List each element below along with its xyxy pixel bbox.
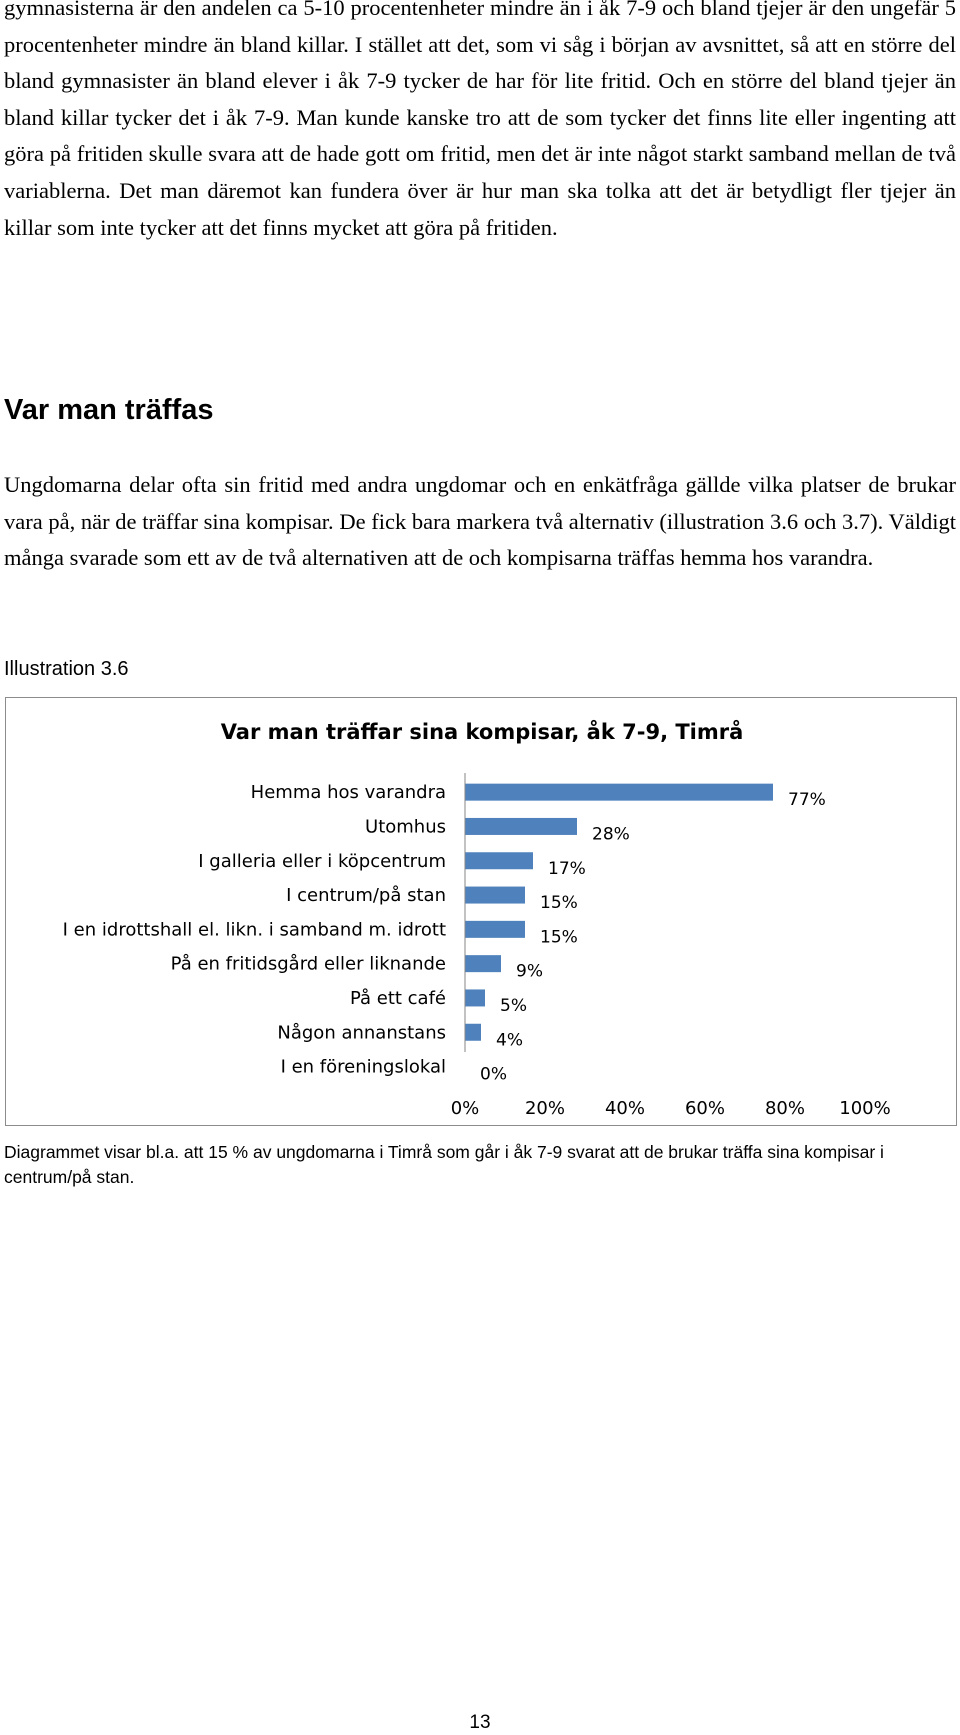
- data-label: 17%: [548, 859, 586, 879]
- x-tick-label: 20%: [525, 1098, 565, 1119]
- chart-caption: Diagrammet visar bl.a. att 15 % av ungdo…: [4, 1142, 884, 1187]
- category-label: Någon annanstans: [277, 1022, 446, 1043]
- data-label: 5%: [500, 996, 527, 1016]
- category-label: Hemma hos varandra: [251, 782, 446, 803]
- data-label: 15%: [540, 893, 578, 913]
- bar: [465, 989, 485, 1007]
- bar-chart: Var man träffar sina kompisar, åk 7-9, T…: [63, 719, 891, 1119]
- illustration-label: Illustration 3.6: [4, 658, 129, 680]
- bar: [465, 1023, 481, 1041]
- bar: [465, 783, 773, 801]
- chart-marks: Hemma hos varandra 77% Utomhus 28% I galleri…: [63, 782, 891, 1119]
- data-label: 28%: [592, 824, 630, 844]
- x-tick-label: 40%: [605, 1098, 645, 1119]
- category-label: På en fritidsgård eller liknande: [171, 954, 446, 975]
- bar: [465, 817, 577, 835]
- category-label: I centrum/på stan: [286, 885, 446, 906]
- section-heading: Var man träffas: [4, 394, 214, 426]
- bar: [465, 886, 525, 904]
- body-paragraph-2: Ungdomarna delar ofta sin fritid med and…: [4, 472, 956, 571]
- page-number: 13: [469, 1712, 491, 1733]
- body-paragraph-1: gymnasisterna är den andelen ca 5-10 pro…: [4, 0, 956, 240]
- x-tick-label: 80%: [765, 1098, 805, 1119]
- bar: [465, 955, 501, 973]
- x-tick-label: 100%: [839, 1098, 890, 1119]
- category-label: I galleria eller i köpcentrum: [198, 851, 446, 872]
- bar: [465, 920, 525, 938]
- data-label: 4%: [496, 1030, 523, 1050]
- bar: [465, 852, 533, 870]
- data-label: 77%: [788, 790, 826, 810]
- data-label: 0%: [480, 1065, 507, 1085]
- category-label: I en idrottshall el. likn. i samband m. …: [63, 919, 446, 940]
- bar-chart-frame: Var man träffar sina kompisar, åk 7-9, T…: [5, 697, 957, 1126]
- data-label: 15%: [540, 927, 578, 947]
- x-tick-label: 60%: [685, 1098, 725, 1119]
- data-label: 9%: [516, 962, 543, 982]
- category-label: På ett café: [350, 988, 446, 1009]
- category-label: Utomhus: [365, 816, 446, 837]
- x-tick-label: 0%: [451, 1098, 480, 1119]
- chart-title: Var man träffar sina kompisar, åk 7-9, T…: [221, 719, 744, 744]
- category-label: I en föreningslokal: [281, 1057, 446, 1078]
